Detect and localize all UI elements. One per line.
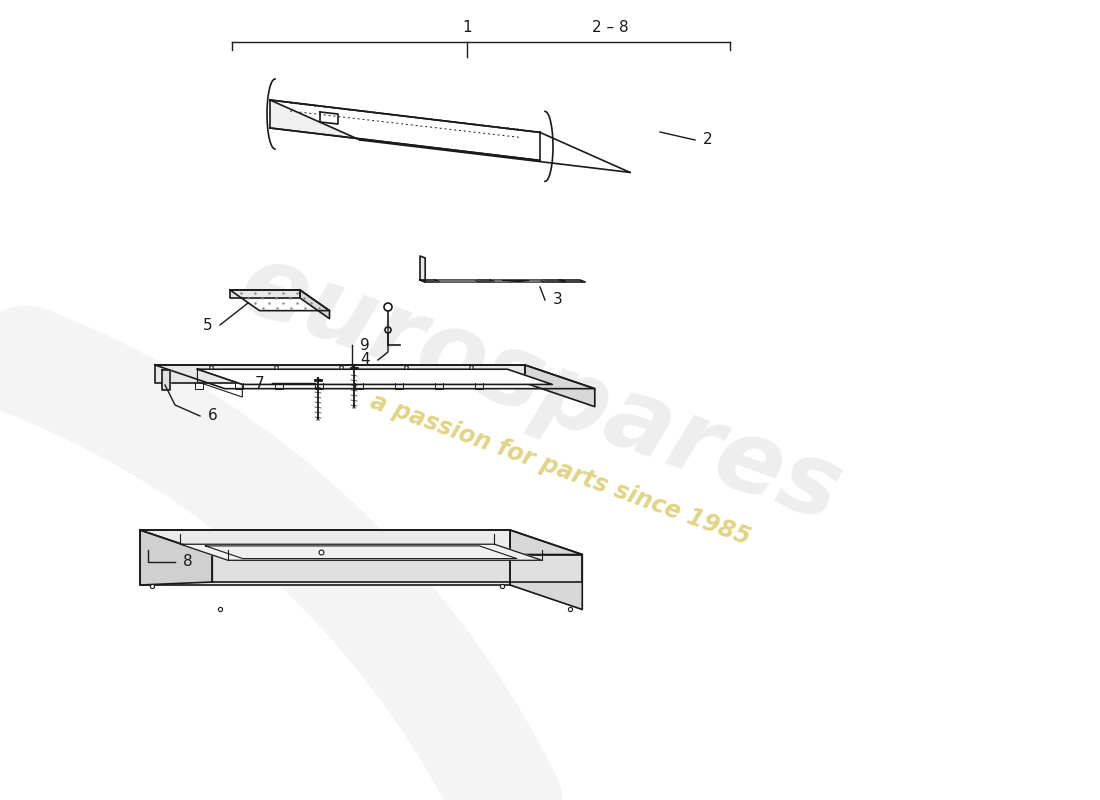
Polygon shape bbox=[198, 370, 552, 385]
Polygon shape bbox=[162, 370, 170, 390]
Text: 3: 3 bbox=[553, 293, 563, 307]
Polygon shape bbox=[155, 365, 525, 383]
Text: 7: 7 bbox=[254, 375, 264, 390]
Polygon shape bbox=[300, 290, 330, 318]
Text: 8: 8 bbox=[183, 554, 192, 570]
Polygon shape bbox=[420, 280, 565, 282]
Text: 4: 4 bbox=[361, 353, 370, 367]
Text: 5: 5 bbox=[202, 318, 212, 333]
Text: 2 – 8: 2 – 8 bbox=[592, 20, 628, 35]
Polygon shape bbox=[525, 365, 595, 406]
Polygon shape bbox=[510, 530, 582, 610]
Polygon shape bbox=[270, 100, 630, 172]
Circle shape bbox=[385, 327, 390, 333]
Polygon shape bbox=[212, 554, 582, 582]
Polygon shape bbox=[420, 256, 426, 282]
Polygon shape bbox=[267, 79, 275, 149]
Polygon shape bbox=[434, 280, 481, 282]
Polygon shape bbox=[490, 280, 546, 282]
Polygon shape bbox=[270, 100, 630, 172]
Polygon shape bbox=[140, 530, 582, 554]
Polygon shape bbox=[560, 280, 585, 282]
Polygon shape bbox=[140, 530, 510, 585]
Text: 1: 1 bbox=[462, 20, 472, 35]
Polygon shape bbox=[180, 544, 542, 560]
Polygon shape bbox=[140, 530, 212, 585]
Text: 9: 9 bbox=[360, 338, 370, 353]
Polygon shape bbox=[230, 290, 300, 298]
Text: 6: 6 bbox=[208, 409, 218, 423]
Polygon shape bbox=[270, 100, 540, 160]
Circle shape bbox=[384, 303, 392, 311]
Text: 2: 2 bbox=[703, 133, 713, 147]
Text: a passion for parts since 1985: a passion for parts since 1985 bbox=[366, 390, 754, 550]
Polygon shape bbox=[230, 290, 330, 310]
Polygon shape bbox=[155, 365, 595, 389]
Text: eurospares: eurospares bbox=[227, 236, 854, 544]
